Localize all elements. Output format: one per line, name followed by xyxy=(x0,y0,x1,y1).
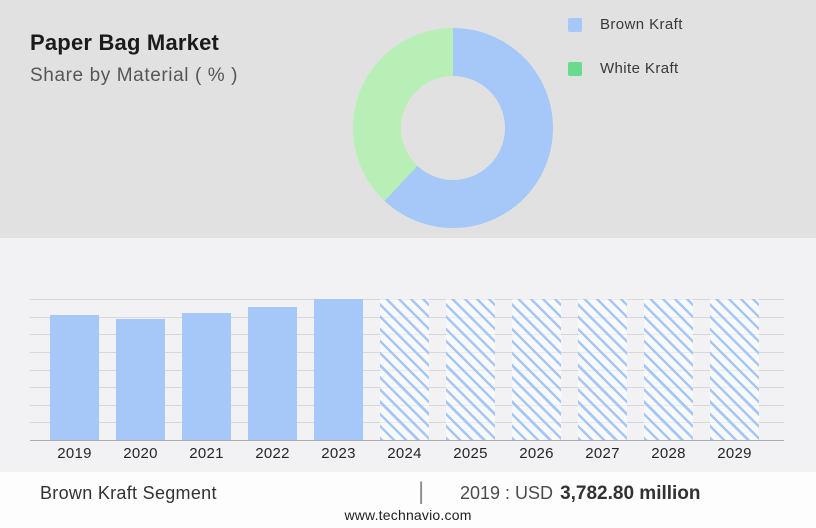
segment-label: Brown Kraft Segment xyxy=(40,483,217,503)
title-block: Paper Bag Market Share by Material ( % ) xyxy=(30,30,238,87)
footer: Brown Kraft Segment | 2019 : USD 3,782.80… xyxy=(0,472,816,528)
year-label-2022: 2022 xyxy=(255,445,290,462)
top-section: Paper Bag Market Share by Material ( % )… xyxy=(0,0,816,239)
bar-2019 xyxy=(50,315,99,440)
year-label-2024: 2024 xyxy=(387,445,422,462)
donut-chart xyxy=(353,28,553,228)
bar-2026-forecast xyxy=(512,299,561,440)
segment-value-amount: 3,782.80 million xyxy=(560,483,701,504)
year-label-2027: 2027 xyxy=(585,445,620,462)
bar-chart: 2019 2020 2021 2022 2023 2024 2025 2026 2027 2028… xyxy=(0,238,816,472)
bar-2029-forecast xyxy=(710,299,759,440)
bar-2027-forecast xyxy=(578,299,627,440)
bar-2020 xyxy=(116,319,165,440)
green-square-icon xyxy=(568,61,582,76)
year-label-2029: 2029 xyxy=(717,445,752,462)
legend-label-brown-kraft: Brown Kraft xyxy=(600,16,683,33)
page-subtitle: Share by Material ( % ) xyxy=(30,65,239,86)
bar-2021 xyxy=(182,313,231,440)
separator-bar: | xyxy=(418,478,425,505)
segment-value-prefix: 2019 : USD xyxy=(460,483,554,503)
donut-legend: Brown Kraft White Kraft xyxy=(568,16,683,77)
legend-item-brown-kraft: Brown Kraft xyxy=(568,16,683,33)
bar-2023 xyxy=(314,299,363,440)
bar-2024-forecast xyxy=(380,299,429,440)
blue-square-icon xyxy=(568,17,582,32)
year-label-2026: 2026 xyxy=(519,445,554,462)
year-label-2025: 2025 xyxy=(453,445,488,462)
legend-label-white-kraft: White Kraft xyxy=(600,60,679,77)
page-title: Paper Bag Market xyxy=(30,30,220,55)
year-label-2020: 2020 xyxy=(123,445,158,462)
year-label-2021: 2021 xyxy=(189,445,224,462)
bar-2028-forecast xyxy=(644,299,693,440)
segment-value: 2019 : USD 3,782.80 million xyxy=(460,483,701,505)
year-label-2019: 2019 xyxy=(57,445,92,462)
bar-2022 xyxy=(248,307,297,440)
bar-2025-forecast xyxy=(446,299,495,440)
x-axis-line xyxy=(30,440,784,441)
website-url: www.technavio.com xyxy=(344,507,472,523)
legend-item-white-kraft: White Kraft xyxy=(568,60,683,77)
year-label-2023: 2023 xyxy=(321,445,356,462)
year-label-2028: 2028 xyxy=(651,445,686,462)
